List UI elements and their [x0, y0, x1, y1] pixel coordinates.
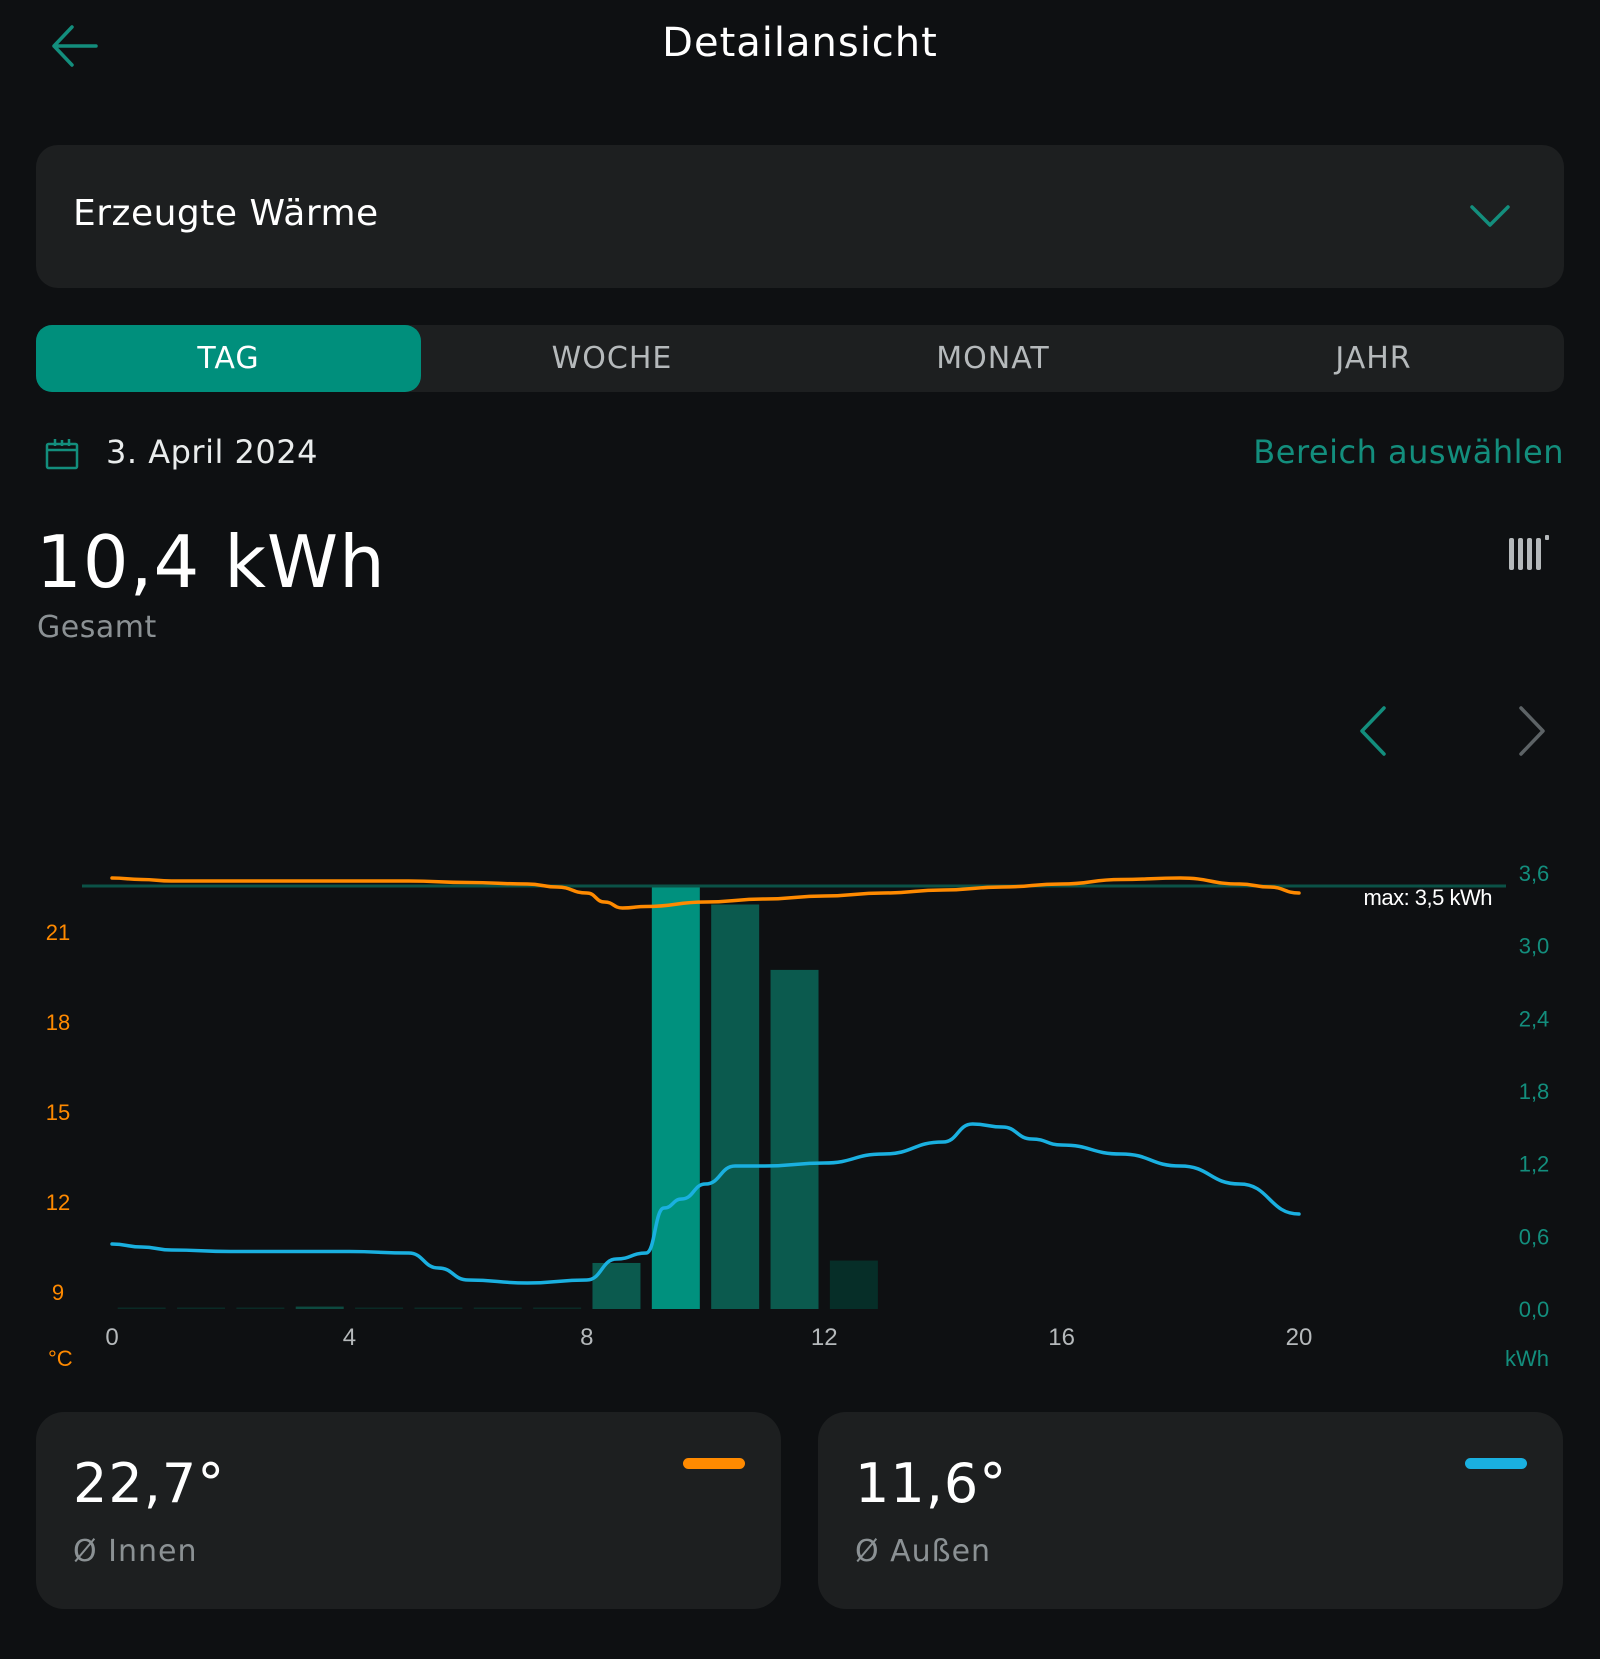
period-tabs: TAG WOCHE MONAT JAHR — [36, 325, 1564, 392]
chevron-left-icon — [1360, 706, 1386, 756]
date-label[interactable]: 3. April 2024 — [106, 433, 318, 471]
bar-hour-6 — [473, 1307, 522, 1309]
outdoor-average-label: Ø Außen — [855, 1534, 992, 1569]
indoor-average-label: Ø Innen — [73, 1534, 198, 1569]
tab-jahr[interactable]: JAHR — [1335, 341, 1412, 376]
right-axis-tick-label: 0,6 — [1519, 1224, 1550, 1249]
metric-select-value: Erzeugte Wärme — [73, 193, 379, 234]
page-title: Detailansicht — [662, 20, 938, 66]
right-axis-tick-label: 0,0 — [1519, 1297, 1550, 1322]
back-button[interactable] — [44, 18, 108, 74]
bar-hour-3 — [295, 1306, 344, 1309]
outdoor-temperature-line — [110, 1122, 1301, 1285]
x-tick-label: 20 — [1286, 1324, 1313, 1351]
next-day-button[interactable] — [1505, 702, 1555, 760]
bar-hour-2 — [236, 1307, 285, 1309]
indoor-legend-swatch — [683, 1458, 745, 1469]
x-tick-label: 16 — [1048, 1324, 1075, 1351]
left-axis-tick-label: 18 — [46, 1010, 70, 1035]
tab-tag[interactable]: TAG — [36, 325, 421, 392]
left-axis-tick-label: 9 — [52, 1280, 64, 1305]
bar-hour-1 — [177, 1307, 226, 1309]
indoor-temperature-line — [110, 876, 1301, 910]
chevron-down-icon — [1468, 197, 1512, 237]
tab-monat[interactable]: MONAT — [936, 341, 1050, 376]
left-axis-tick-label: 12 — [46, 1190, 70, 1215]
bar-hour-9 — [651, 885, 700, 1309]
tab-woche[interactable]: WOCHE — [551, 341, 673, 376]
arrow-left-icon — [52, 25, 98, 67]
bar-hour-11 — [770, 969, 819, 1309]
max-annotation: max: 3,5 kWh — [1364, 885, 1492, 910]
previous-day-button[interactable] — [1350, 702, 1400, 760]
total-label: Gesamt — [37, 610, 157, 645]
x-tick-label: 12 — [811, 1324, 838, 1351]
right-axis-unit: kWh — [1505, 1346, 1549, 1371]
outdoor-legend-swatch — [1465, 1458, 1527, 1469]
date-row: 3. April 2024 Bereich auswählen — [36, 430, 1564, 480]
right-axis-tick-label: 1,2 — [1519, 1152, 1550, 1177]
chart-canvas: 0 4 8 12 16 20 9 12 15 18 21 0,0 0,6 1,2 1,8 2,4 3,0 3,… — [46, 861, 1550, 1371]
left-axis-tick-label: 15 — [46, 1100, 70, 1125]
select-range-link[interactable]: Bereich auswählen — [1253, 433, 1564, 471]
heat-chart: 0 4 8 12 16 20 9 12 15 18 21 0,0 0,6 1,2 1,8 2,4 3,0 3,… — [0, 840, 1600, 1380]
bar-hour-5 — [414, 1307, 463, 1309]
right-axis-tick-label: 2,4 — [1519, 1006, 1550, 1031]
x-tick-label: 0 — [105, 1324, 118, 1351]
calendar-icon[interactable] — [45, 438, 79, 470]
right-axis-tick-label: 3,6 — [1519, 861, 1550, 886]
chevron-right-icon — [1519, 706, 1545, 756]
bar-hour-0 — [117, 1307, 166, 1309]
radiator-icon[interactable] — [1505, 532, 1553, 574]
left-axis-tick-label: 21 — [46, 920, 70, 945]
bar-hour-7 — [533, 1307, 582, 1309]
outdoor-average-value: 11,6° — [855, 1452, 1008, 1515]
bar-hour-12 — [829, 1260, 878, 1309]
metric-select[interactable]: Erzeugte Wärme — [36, 145, 1564, 288]
outdoor-average-card: 11,6° Ø Außen — [818, 1412, 1563, 1609]
right-axis-tick-label: 1,8 — [1519, 1079, 1550, 1104]
bar-hour-10 — [711, 904, 760, 1309]
x-tick-label: 8 — [580, 1324, 593, 1351]
left-axis-unit: °C — [48, 1346, 73, 1371]
indoor-average-card: 22,7° Ø Innen — [36, 1412, 781, 1609]
indoor-average-value: 22,7° — [73, 1452, 226, 1515]
app-header: Detailansicht — [0, 0, 1600, 92]
x-tick-label: 4 — [343, 1324, 356, 1351]
right-axis-tick-label: 3,0 — [1519, 934, 1550, 959]
total-value: 10,4 kWh — [36, 520, 386, 604]
bar-hour-4 — [355, 1307, 404, 1309]
